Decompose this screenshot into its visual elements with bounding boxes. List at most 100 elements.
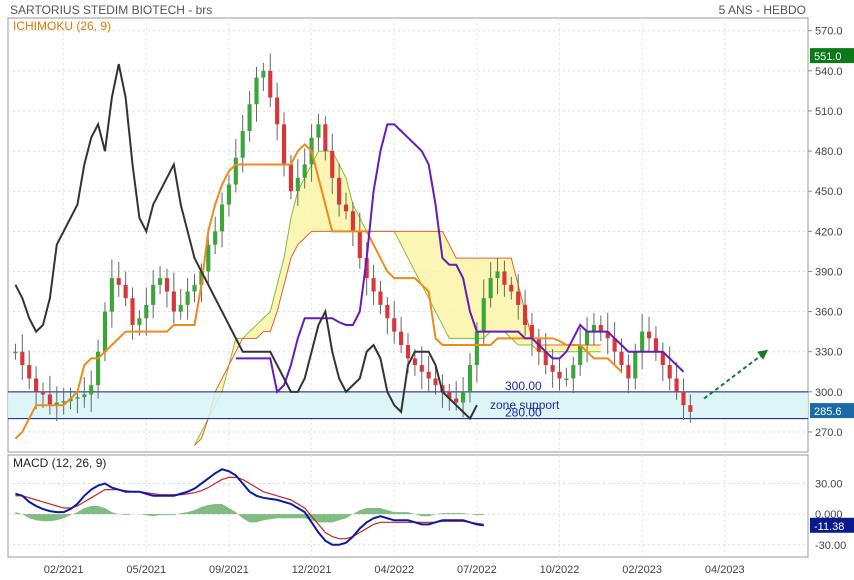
candle-body <box>550 365 555 372</box>
candle-body <box>612 338 617 352</box>
forecast-arrow <box>703 349 769 400</box>
candle-body <box>364 258 369 279</box>
candle-body <box>89 385 94 395</box>
candle-body <box>130 298 135 325</box>
candle-body <box>626 365 631 379</box>
candle-body <box>674 378 679 392</box>
last-price-value: 551.0 <box>814 51 842 63</box>
price-tick-label: 510.0 <box>815 106 843 118</box>
price-tick-label: 300.0 <box>815 387 843 399</box>
candle-body <box>96 351 101 386</box>
candle-body <box>646 331 652 339</box>
support-zone: 300.00 zone support 280.00 <box>8 379 808 420</box>
candle-body <box>281 124 287 165</box>
macd-panel-frame <box>7 454 809 558</box>
candle-body <box>40 391 46 395</box>
candle-body <box>543 351 548 366</box>
candle-body <box>47 394 52 406</box>
candle-body <box>688 405 693 412</box>
macd-label: MACD (12, 26, 9) <box>13 456 106 470</box>
candle-body <box>474 331 479 366</box>
candle-body <box>268 70 273 98</box>
current-price-badge: 285.6 <box>810 403 854 419</box>
macd-y-axis: 30.000.000-30.00 <box>815 479 846 552</box>
candle-body <box>116 278 121 285</box>
candle-body <box>323 124 328 152</box>
candle-body <box>523 304 528 325</box>
cloud-fill <box>194 151 601 446</box>
candle-body <box>619 351 624 366</box>
candle-body <box>516 291 521 305</box>
chart-title: SARTORIUS STEDIM BIOTECH - brs <box>10 3 212 17</box>
candle-body <box>247 104 252 132</box>
candle-body <box>633 351 638 379</box>
candle-body <box>82 394 87 398</box>
candle-body <box>412 358 417 366</box>
candle-body <box>598 324 603 332</box>
kijun-sen-line <box>14 142 623 440</box>
candle-body <box>419 365 424 372</box>
candle-body <box>185 291 190 305</box>
candle-body <box>681 391 686 406</box>
ichimoku-label: ICHIMOKU (26, 9) <box>13 19 111 33</box>
candle-body <box>109 278 114 312</box>
candle-body <box>495 271 500 279</box>
candle-body <box>447 391 452 399</box>
candle-body <box>502 271 507 285</box>
senkou-span-a-line <box>194 150 601 446</box>
price-tick-label: 570.0 <box>815 26 843 38</box>
candle-body <box>75 397 80 399</box>
tenkan-sen-line <box>235 123 685 394</box>
x-tick-label: 02/2021 <box>44 564 84 576</box>
candle-body <box>34 378 39 392</box>
candlesticks <box>13 53 693 423</box>
x-tick-label: 07/2022 <box>457 564 497 576</box>
x-tick-label: 09/2021 <box>209 564 249 576</box>
x-tick-label: 02/2023 <box>622 564 662 576</box>
candle-body <box>584 331 590 346</box>
candle-body <box>571 365 576 379</box>
candle-body <box>330 151 335 178</box>
price-tick-label: 450.0 <box>815 186 843 198</box>
candle-body <box>481 298 486 332</box>
candle-body <box>467 365 473 392</box>
candle-body <box>144 304 149 319</box>
macd-histogram <box>15 503 484 523</box>
current-price-value: 285.6 <box>814 406 842 418</box>
candle-body <box>13 351 18 354</box>
candle-body <box>164 278 170 292</box>
macd-badge: -11.38 <box>810 517 854 533</box>
ichimoku-lines <box>14 63 685 440</box>
candle-body <box>178 304 183 312</box>
candle-body <box>557 371 562 379</box>
price-tick-label: 420.0 <box>815 226 843 238</box>
support-zone-top-label: 300.00 <box>505 379 542 393</box>
candle-body <box>27 365 32 379</box>
candle-body <box>640 331 645 352</box>
price-tick-label: 540.0 <box>815 66 843 78</box>
price-tick-label: 480.0 <box>815 146 843 158</box>
x-axis: 02/2021 05/2021 09/2021 12/2021 04/2022 07/20… <box>44 564 745 576</box>
candle-body <box>54 402 59 406</box>
candle-body <box>653 338 658 352</box>
candle-body <box>385 304 390 319</box>
price-tick-label: 270.0 <box>815 427 843 439</box>
candle-body <box>509 284 514 292</box>
candle-body <box>213 231 218 245</box>
price-grid <box>8 18 808 452</box>
candle-body <box>357 231 362 259</box>
candle-body <box>137 318 142 325</box>
candle-body <box>295 177 300 192</box>
candle-body <box>254 77 259 105</box>
chart-period: 5 ANS - HEBDO <box>719 3 806 17</box>
candle-body <box>261 70 266 78</box>
candle-body <box>392 318 397 332</box>
candle-body <box>20 351 25 366</box>
x-tick-label: 12/2021 <box>292 564 332 576</box>
chikou-span-line <box>14 63 478 421</box>
candle-body <box>233 157 238 185</box>
candle-body <box>275 97 280 125</box>
candle-body <box>488 278 493 299</box>
candle-body <box>61 401 66 403</box>
